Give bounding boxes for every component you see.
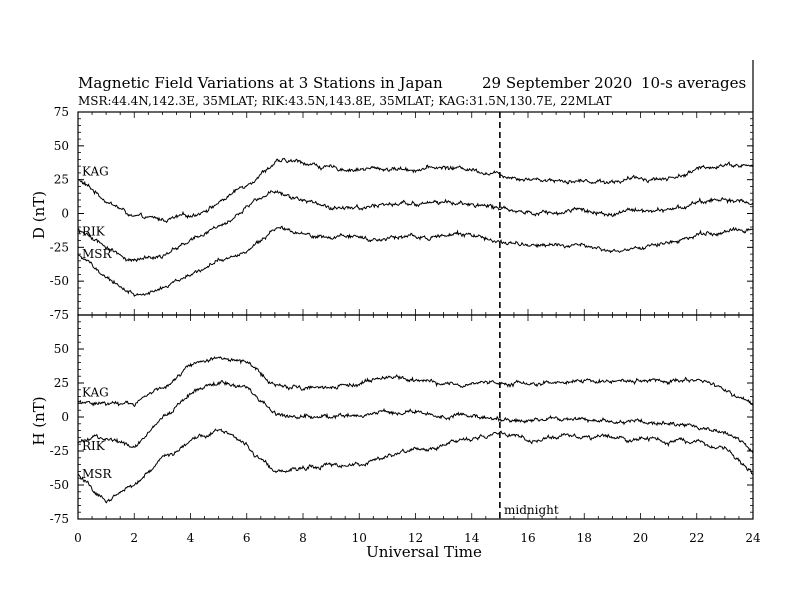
x-tick-label: 4 — [187, 531, 195, 545]
y-tick-label: 75 — [54, 105, 69, 119]
panel-frame — [77, 111, 754, 316]
chart-averaging: 10-s averages — [641, 74, 746, 92]
y-axis-title: H (nT) — [30, 396, 48, 445]
series-label-kag: KAG — [82, 165, 109, 179]
x-tick-label: 8 — [299, 531, 307, 545]
chart-date: 29 September 2020 — [482, 74, 632, 92]
series-label-msr: MSR — [82, 247, 113, 261]
x-tick-label: 12 — [408, 531, 423, 545]
y-tick-label: -25 — [50, 444, 69, 458]
stations-line: MSR:44.4N,142.3E, 35MLAT; RIK:43.5N,143.… — [78, 94, 612, 108]
series-line-kag — [77, 356, 754, 408]
series-line-msr — [77, 225, 754, 298]
series-label-kag: KAG — [82, 386, 109, 400]
midnight-label: midnight — [504, 503, 559, 517]
y-tick-label: 50 — [54, 139, 69, 153]
panel-h: 50 25 0 -25 -50 -75 H (nT) KAG RIK MSR — [30, 314, 754, 526]
x-tick-label: 22 — [689, 531, 704, 545]
y-tick-label: -25 — [50, 240, 69, 254]
y-tick-label: 25 — [54, 173, 69, 187]
y-tick-label: 0 — [61, 207, 69, 221]
y-tick-label: 0 — [61, 410, 69, 424]
series-line-kag — [77, 157, 754, 224]
series-line-msr — [77, 428, 754, 504]
x-tick-label: 2 — [130, 531, 138, 545]
x-tick-labels: 0 2 4 6 8 10 12 14 16 18 20 22 24 — [74, 531, 761, 545]
x-tick-label: 20 — [633, 531, 648, 545]
panel-frame — [77, 314, 754, 520]
series-line-rik — [77, 379, 754, 454]
x-tick-label: 10 — [352, 531, 367, 545]
y-tick-label: -75 — [50, 308, 69, 322]
series-label-rik: RIK — [82, 439, 106, 453]
x-tick-label: 18 — [577, 531, 592, 545]
x-tick-label: 24 — [745, 531, 761, 545]
x-tick-label: 6 — [243, 531, 251, 545]
y-tick-label: -50 — [50, 274, 69, 288]
y-tick-label: -50 — [50, 478, 69, 492]
series-line-rik — [77, 189, 754, 263]
x-tick-label: 14 — [464, 531, 480, 545]
y-tick-label: 25 — [54, 376, 69, 390]
panel-d: 75 50 25 0 -25 -50 -75 D (nT) KAG RIK MSR — [30, 105, 754, 322]
y-tick-label: -75 — [50, 512, 69, 526]
x-tick-label: 16 — [520, 531, 535, 545]
y-tick-label: 50 — [54, 342, 69, 356]
series-label-msr: MSR — [82, 467, 113, 481]
chart-title: Magnetic Field Variations at 3 Stations … — [78, 74, 443, 92]
y-axis-title: D (nT) — [30, 191, 48, 239]
series-label-rik: RIK — [82, 225, 106, 239]
x-axis-title: Universal Time — [366, 543, 482, 561]
x-tick-label: 0 — [74, 531, 82, 545]
